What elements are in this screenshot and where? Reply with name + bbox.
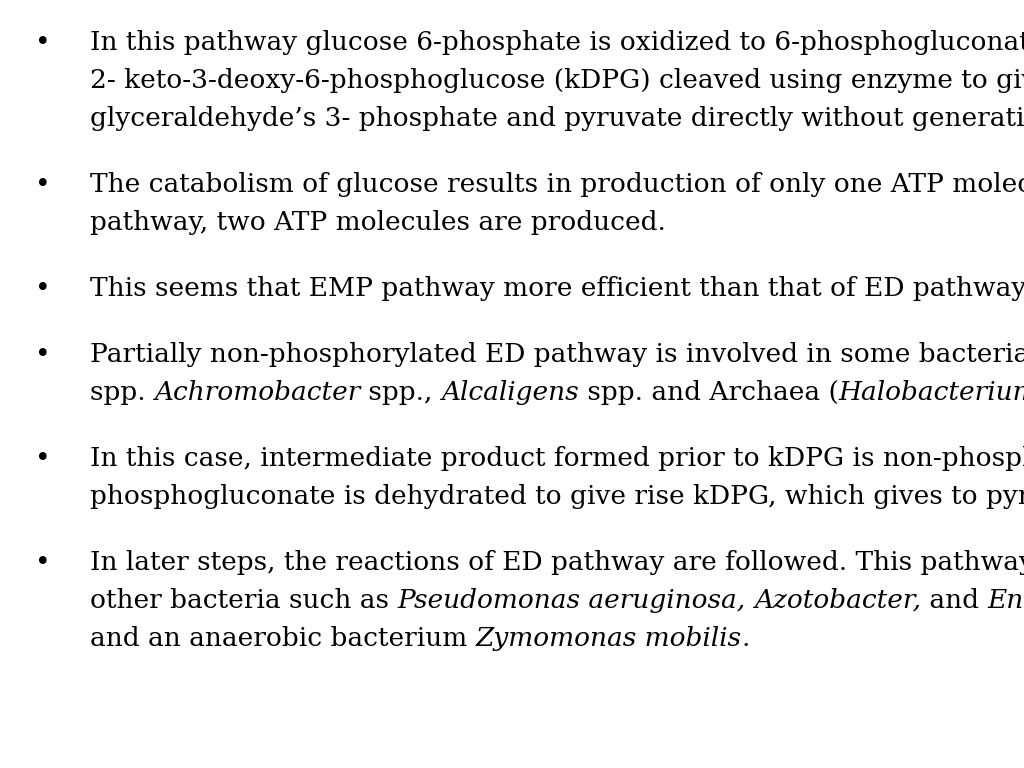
Text: •: • xyxy=(35,276,50,301)
Text: spp. and Archaea (: spp. and Archaea ( xyxy=(579,380,839,405)
Text: The catabolism of glucose results in production of only one ATP molecule whereas: The catabolism of glucose results in pro… xyxy=(90,172,1024,197)
Text: and: and xyxy=(921,588,987,613)
Text: •: • xyxy=(35,550,50,575)
Text: pathway, two ATP molecules are produced.: pathway, two ATP molecules are produced. xyxy=(90,210,666,235)
Text: Alcaligens: Alcaligens xyxy=(441,380,579,405)
Text: •: • xyxy=(35,342,50,367)
Text: spp.,: spp., xyxy=(360,380,441,405)
Text: In this pathway glucose 6-phosphate is oxidized to 6-phosphogluconate, then conv: In this pathway glucose 6-phosphate is o… xyxy=(90,30,1024,55)
Text: glyceraldehyde’s 3- phosphate and pyruvate directly without generation of ATP.: glyceraldehyde’s 3- phosphate and pyruva… xyxy=(90,106,1024,131)
Text: •: • xyxy=(35,30,50,55)
Text: Zymomonas mobilis: Zymomonas mobilis xyxy=(475,626,741,651)
Text: 2- keto-3-deoxy-6-phosphoglucose (kDPG) cleaved using enzyme to give rise: 2- keto-3-deoxy-6-phosphoglucose (kDPG) … xyxy=(90,68,1024,93)
Text: Halobacterium: Halobacterium xyxy=(839,380,1024,405)
Text: other bacteria such as: other bacteria such as xyxy=(90,588,397,613)
Text: This seems that EMP pathway more efficient than that of ED pathway.: This seems that EMP pathway more efficie… xyxy=(90,276,1024,301)
Text: •: • xyxy=(35,446,50,471)
Text: .: . xyxy=(741,626,750,651)
Text: Achromobacter: Achromobacter xyxy=(154,380,360,405)
Text: •: • xyxy=(35,172,50,197)
Text: In later steps, the reactions of ED pathway are followed. This pathway is also f: In later steps, the reactions of ED path… xyxy=(90,550,1024,575)
Text: Partially non-phosphorylated ED pathway is involved in some bacteria such as: Partially non-phosphorylated ED pathway … xyxy=(90,342,1024,367)
Text: Enterococcus faecalis: Enterococcus faecalis xyxy=(987,588,1024,613)
Text: In this case, intermediate product formed prior to kDPG is non-phosphorylated, a: In this case, intermediate product forme… xyxy=(90,446,1024,471)
Text: Azotobacter,: Azotobacter, xyxy=(754,588,921,613)
Text: Pseudomonas aeruginosa,: Pseudomonas aeruginosa, xyxy=(397,588,745,613)
Text: and an anaerobic bacterium: and an anaerobic bacterium xyxy=(90,626,475,651)
Text: spp.: spp. xyxy=(90,380,154,405)
Text: phosphogluconate is dehydrated to give rise kDPG, which gives to pyruvate.: phosphogluconate is dehydrated to give r… xyxy=(90,484,1024,509)
